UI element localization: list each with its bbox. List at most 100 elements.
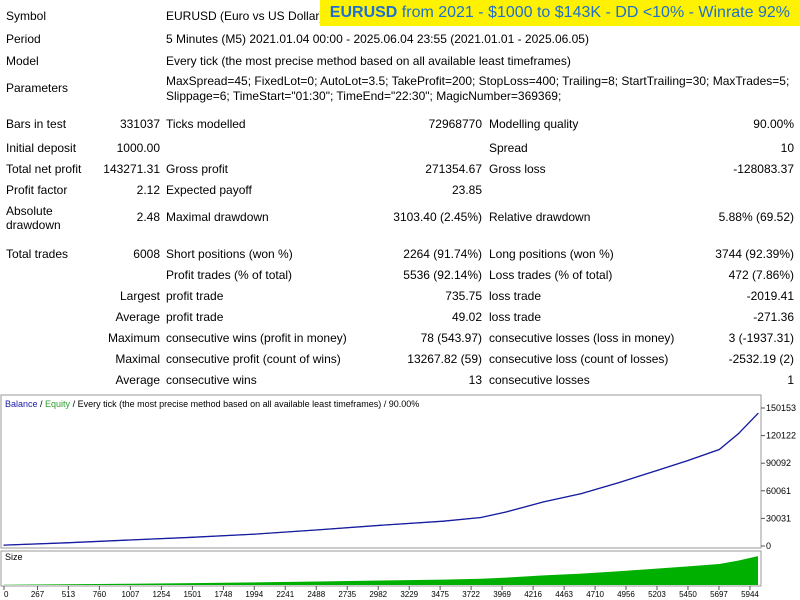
x-tick-label: 4463: [555, 590, 573, 599]
gross-profit-label: Gross profit: [166, 162, 229, 176]
short-positions-value: 2264 (91.74%): [403, 247, 482, 261]
balance-point: [3, 544, 5, 546]
y-tick-label: 0: [766, 541, 771, 551]
x-tick-label: 3722: [462, 590, 480, 599]
balance-point: [379, 524, 382, 526]
row-average-consecutive: Average consecutive wins 13 consecutive …: [0, 370, 800, 391]
gross-loss-label: Gross loss: [489, 162, 546, 176]
balance-point: [656, 470, 658, 472]
profit-trades-label: Profit trades (% of total): [166, 268, 293, 282]
balance-point: [505, 511, 507, 513]
x-tick-label: 5203: [648, 590, 666, 599]
balance-point: [442, 520, 444, 522]
balance-point: [128, 539, 131, 541]
legend-rest: / Every tick (the most precise method ba…: [70, 399, 419, 409]
row-parameters: Parameters MaxSpread=45; FixedLot=0; Aut…: [0, 72, 800, 106]
x-tick-label: 3229: [400, 590, 418, 599]
x-tick-label: 267: [31, 590, 45, 599]
x-tick-label: 5450: [679, 590, 697, 599]
absolute-drawdown-value: 2.48: [136, 210, 160, 224]
x-tick-label: 0: [4, 590, 9, 599]
row-symbol: Symbol EURUSD (Euro vs US Dollar): [0, 6, 800, 27]
loss-trades-label: Loss trades (% of total): [489, 268, 613, 282]
x-tick-label: 3969: [493, 590, 511, 599]
x-tick-label: 1501: [183, 590, 201, 599]
size-area: [4, 556, 758, 585]
legend-balance: Balance: [5, 399, 38, 409]
row-deposit: Initial deposit 1000.00 Spread 10: [0, 138, 800, 159]
maximal-drawdown-value: 3103.40 (2.45%): [393, 210, 482, 224]
long-positions-value: 3744 (92.39%): [715, 247, 794, 261]
model-value: Every tick (the most precise method base…: [166, 54, 571, 68]
average-consecutive-losses-label: consecutive losses: [489, 373, 590, 387]
x-tick-label: 4710: [586, 590, 604, 599]
largest-profit-value: 735.75: [445, 289, 482, 303]
bars-value: 331037: [119, 117, 160, 131]
largest-profit-label: profit trade: [166, 289, 224, 303]
balance-point: [737, 433, 739, 435]
balance-point: [718, 448, 720, 451]
average-loss-value: -271.36: [753, 310, 794, 324]
largest-loss-value: -2019.41: [746, 289, 794, 303]
absolute-drawdown-label-2: drawdown: [6, 218, 61, 232]
maximal-consecutive-loss-value: -2532.19 (2): [728, 352, 794, 366]
symbol-label: Symbol: [6, 9, 47, 23]
x-tick-label: 5697: [710, 590, 728, 599]
max-consecutive-wins-label: consecutive wins (profit in money): [166, 331, 347, 345]
x-tick-label: 4216: [524, 590, 542, 599]
gross-loss-value: -128083.37: [733, 162, 794, 176]
row-profit-trades: Profit trades (% of total) 5536 (92.14%)…: [0, 265, 800, 286]
balance-chart-svg: Balance / Equity / Every tick (the most …: [0, 394, 796, 599]
bars-label: Bars in test: [6, 117, 67, 131]
expected-payoff-label: Expected payoff: [166, 183, 252, 197]
average-label: Average: [115, 310, 160, 324]
y-tick-label: 150153: [766, 403, 796, 413]
average-consecutive-losses-value: 1: [787, 373, 794, 387]
x-tick-label: 2735: [338, 590, 356, 599]
maximal-consecutive-loss-label: consecutive loss (count of losses): [489, 352, 669, 366]
balance-point: [757, 412, 759, 414]
row-bars: Bars in test 331037 Ticks modelled 72968…: [0, 114, 800, 135]
net-profit-value: 143271.31: [103, 162, 160, 176]
x-tick-label: 2488: [307, 590, 325, 599]
period-label: Period: [6, 32, 41, 46]
x-tick-label: 2241: [276, 590, 294, 599]
balance-point: [317, 529, 319, 531]
x-tick-label: 760: [93, 590, 107, 599]
row-largest: Largest profit trade 735.75 loss trade -…: [0, 286, 800, 307]
model-label: Model: [6, 54, 39, 68]
y-tick-label: 120122: [766, 431, 796, 441]
x-tick-label: 2982: [369, 590, 387, 599]
balance-point: [580, 493, 582, 495]
x-tick-label: 4956: [617, 590, 635, 599]
average-consecutive-wins-label: consecutive wins: [166, 373, 257, 387]
x-axis: 0 267 513 760 1007 1254 1501 1748 1994 2241 2488 27…: [3, 586, 759, 599]
quality-label: Modelling quality: [489, 117, 579, 131]
chart-legend: Balance / Equity / Every tick (the most …: [5, 399, 419, 409]
symbol-value: EURUSD (Euro vs US Dollar): [166, 9, 324, 23]
period-value: 5 Minutes (M5) 2021.01.04 00:00 - 2025.0…: [166, 32, 589, 46]
row-maximum: Maximum consecutive wins (profit in mone…: [0, 328, 800, 349]
expected-payoff-value: 23.85: [451, 183, 482, 197]
balance-point: [687, 459, 689, 462]
maximum-label: Maximum: [107, 331, 160, 345]
row-period: Period 5 Minutes (M5) 2021.01.04 00:00 -…: [0, 29, 800, 50]
deposit-label: Initial deposit: [6, 141, 77, 155]
short-positions-label: Short positions (won %): [166, 247, 293, 261]
size-area-fill: [4, 556, 758, 585]
net-profit-label: Total net profit: [6, 162, 82, 176]
row-average: Average profit trade 49.02 loss trade -2…: [0, 307, 800, 328]
size-label: Size: [5, 552, 23, 562]
balance-line: [3, 412, 759, 546]
total-trades-value: 6008: [133, 247, 160, 261]
x-tick-label: 5944: [741, 590, 759, 599]
x-tick-label: 1994: [245, 590, 263, 599]
row-profit: Total net profit 143271.31 Gross profit …: [0, 159, 800, 180]
balance-point: [618, 482, 620, 484]
x-tick-label: 1007: [121, 590, 139, 599]
promo-banner: EURUSD from 2021 - $1000 to $143K - DD <…: [319, 0, 800, 26]
spread-label: Spread: [489, 141, 528, 155]
average-profit-value: 49.02: [451, 310, 482, 324]
average-profit-label: profit trade: [166, 310, 224, 324]
largest-label: Largest: [119, 289, 160, 303]
